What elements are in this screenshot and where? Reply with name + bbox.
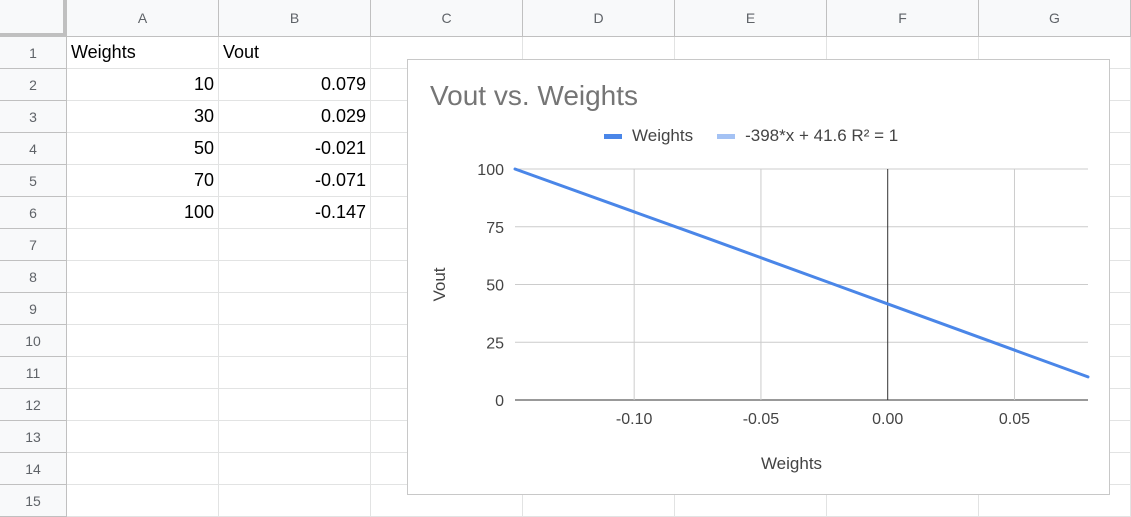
legend-swatch-trendline [717,133,736,139]
cell-b4[interactable]: -0.021 [219,133,371,165]
cell-b6[interactable]: -0.147 [219,197,371,229]
chart-plot: 0 25 50 75 100 -0.10 -0.05 0.00 0.05 Weights Vout [430,162,1090,473]
row-header-5[interactable]: 5 [0,165,67,197]
x-tick-label: 0.05 [999,411,1030,428]
cell-b15[interactable] [219,485,371,517]
cell-b14[interactable] [219,453,371,485]
x-tick-label: -0.10 [616,411,653,428]
row-header-14[interactable]: 14 [0,453,67,485]
cell-b13[interactable] [219,421,371,453]
row-header-7[interactable]: 7 [0,229,67,261]
row-header-15[interactable]: 15 [0,485,67,517]
y-tick-label: 25 [486,335,504,352]
chart-legend: Weights -398*x + 41.6 R² = 1 [604,126,922,146]
y-tick-label: 75 [486,220,504,237]
cell-a15[interactable] [67,485,219,517]
row-header-11[interactable]: 11 [0,357,67,389]
row-header-13[interactable]: 13 [0,421,67,453]
series-line-weights [513,167,1090,379]
row-header-9[interactable]: 9 [0,293,67,325]
row-header-1[interactable]: 1 [0,37,67,69]
chart-title: Vout vs. Weights [430,80,639,111]
cell-a5[interactable]: 70 [67,165,219,197]
cell-b2[interactable]: 0.079 [219,69,371,101]
row-header-6[interactable]: 6 [0,197,67,229]
cell-b5[interactable]: -0.071 [219,165,371,197]
cell-b1[interactable]: Vout [219,37,371,69]
column-header-e[interactable]: E [675,0,827,37]
x-axis-title: Weights [761,454,822,473]
x-tick-label: -0.05 [743,411,780,428]
column-header-c[interactable]: C [371,0,523,37]
cell-a7[interactable] [67,229,219,261]
select-all-corner[interactable] [0,0,67,37]
column-header-g[interactable]: G [979,0,1131,37]
legend-label-trendline: -398*x + 41.6 R² = 1 [745,126,899,145]
cell-a14[interactable] [67,453,219,485]
cell-a10[interactable] [67,325,219,357]
legend-label-series: Weights [632,126,694,145]
row-header-10[interactable]: 10 [0,325,67,357]
cell-b10[interactable] [219,325,371,357]
cell-a12[interactable] [67,389,219,421]
embedded-chart[interactable]: Vout vs. Weights Weights -398*x + 41.6 R… [407,59,1110,495]
cell-b11[interactable] [219,357,371,389]
y-tick-label: 100 [477,162,504,179]
legend-swatch-series [604,133,622,139]
cell-b9[interactable] [219,293,371,325]
cell-a2[interactable]: 10 [67,69,219,101]
row-header-8[interactable]: 8 [0,261,67,293]
column-header-a[interactable]: A [67,0,219,37]
column-header-d[interactable]: D [523,0,675,37]
column-header-b[interactable]: B [219,0,371,37]
row-header-3[interactable]: 3 [0,101,67,133]
cell-a1[interactable]: Weights [67,37,219,69]
cell-a11[interactable] [67,357,219,389]
x-tick-label: 0.00 [872,411,903,428]
cell-a4[interactable]: 50 [67,133,219,165]
cell-b12[interactable] [219,389,371,421]
legend-entry-series: Weights [604,126,693,146]
row-header-12[interactable]: 12 [0,389,67,421]
cell-b3[interactable]: 0.029 [219,101,371,133]
cell-a6[interactable]: 100 [67,197,219,229]
cell-b7[interactable] [219,229,371,261]
y-axis-title: Vout [430,267,449,301]
legend-entry-trendline: -398*x + 41.6 R² = 1 [717,126,898,146]
cell-a3[interactable]: 30 [67,101,219,133]
column-header-f[interactable]: F [827,0,979,37]
cell-a8[interactable] [67,261,219,293]
cell-a13[interactable] [67,421,219,453]
row-header-4[interactable]: 4 [0,133,67,165]
cell-b8[interactable] [219,261,371,293]
y-tick-label: 0 [495,393,504,410]
cell-a9[interactable] [67,293,219,325]
row-header-2[interactable]: 2 [0,69,67,101]
y-tick-label: 50 [486,278,504,295]
